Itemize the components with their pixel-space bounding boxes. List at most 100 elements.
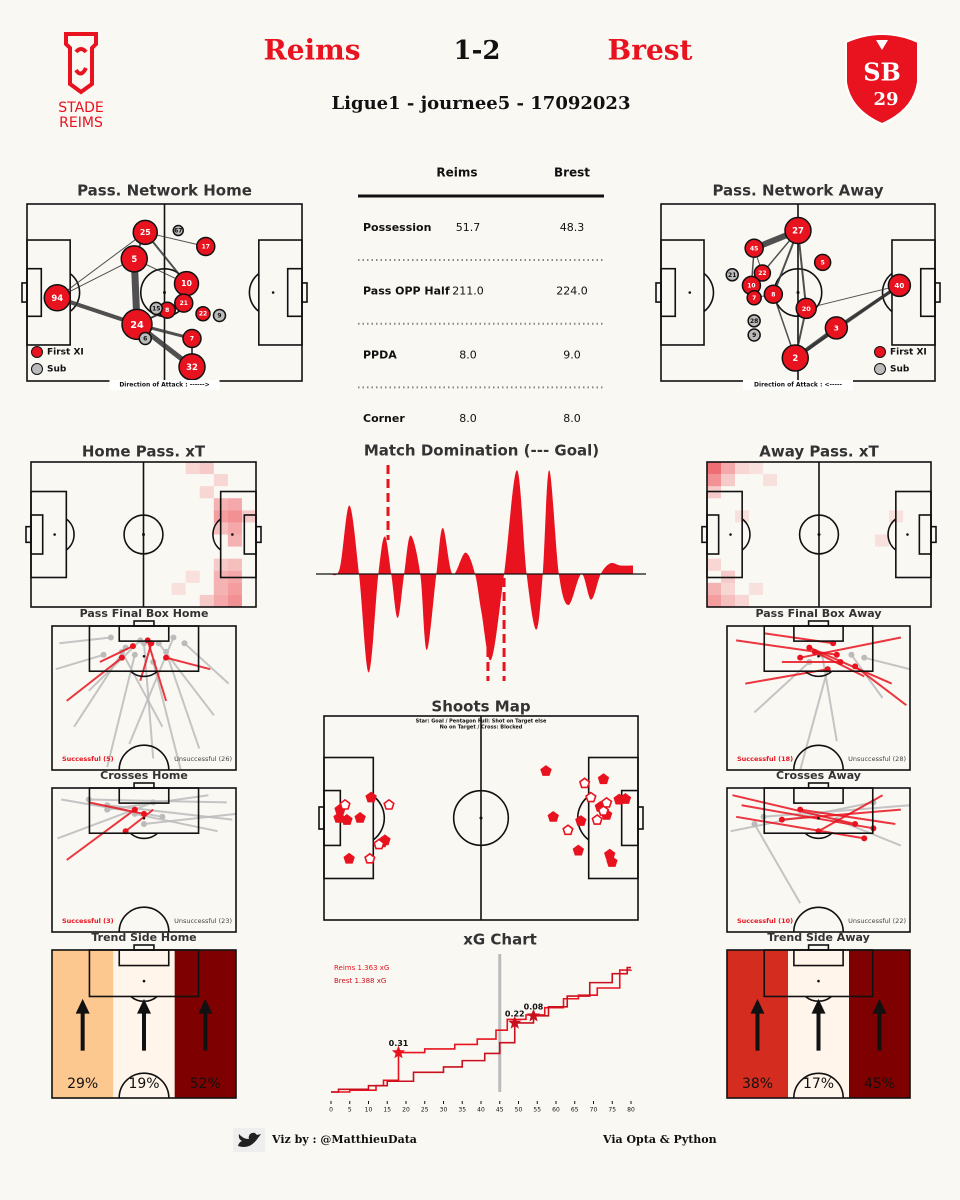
shot-off-target: [373, 838, 385, 850]
xt-cell: [199, 486, 214, 499]
table-header: Brest: [554, 166, 590, 180]
xt-cell: [735, 462, 749, 475]
xt-cell: [875, 534, 889, 547]
panel-title: Pass Final Box Home: [80, 607, 209, 620]
xt-cell: [199, 594, 214, 607]
goal: [637, 806, 644, 830]
arrow-head: [137, 998, 151, 1014]
goal: [807, 782, 830, 789]
unsuccessful-pass: [864, 656, 911, 671]
xt-cell: [763, 474, 777, 487]
goal-xg-label: 0.31: [389, 1039, 409, 1048]
shot-on-target: [606, 856, 618, 867]
player-node: [120, 245, 148, 273]
legend-swatch: [31, 363, 43, 375]
player-number: 10: [747, 282, 755, 289]
xt-cell: [721, 594, 735, 607]
score: 1-2: [454, 36, 501, 66]
away-crest: [845, 33, 919, 126]
legend-label: Reims 1.363 xG: [334, 964, 389, 972]
penalty-arc: [65, 518, 75, 551]
success-label: Successful (18): [737, 755, 793, 763]
home-logo-text: STADE: [58, 100, 104, 116]
panel-title: Match Domination (--- Goal): [364, 442, 599, 460]
player-number: 32: [186, 362, 198, 372]
penalty-arc: [248, 272, 260, 313]
pass-end: [129, 643, 136, 650]
player-node: [174, 293, 194, 313]
legend-swatch: [874, 363, 886, 375]
center-circle: [118, 906, 170, 933]
shot-off-target: [383, 798, 395, 810]
x-tick-label: 5: [348, 1107, 352, 1114]
pass-edge: [57, 258, 135, 299]
legend-label: First XI: [890, 348, 927, 358]
legend-swatch: [874, 346, 886, 358]
pass-end: [806, 644, 813, 651]
panel-title: Crosses Home: [100, 769, 188, 782]
unsuccessful-pass: [59, 636, 111, 645]
stat-value: 8.0: [459, 412, 477, 425]
home-team: Reims: [263, 34, 360, 67]
center-spot: [796, 291, 800, 294]
penalty-spot: [817, 654, 820, 658]
xt-cell: [707, 594, 721, 607]
penalty-spot: [231, 533, 234, 536]
center-circle: [792, 1072, 845, 1099]
stat-value: 51.7: [456, 221, 481, 234]
player-node: [795, 297, 817, 320]
panel-title: Pass Final Box Away: [755, 607, 881, 620]
player-number: 6: [143, 336, 147, 343]
player-number: 94: [51, 293, 63, 303]
x-tick-label: 10: [365, 1107, 373, 1114]
legend-swatch: [31, 346, 43, 358]
xt-cell: [227, 558, 242, 571]
stat-value: 211.0: [452, 285, 484, 298]
player-number: 40: [894, 281, 904, 290]
shot-on-target: [365, 791, 377, 803]
player-node: [138, 331, 152, 346]
pass-lines: [730, 794, 911, 904]
goal: [25, 525, 32, 544]
panel-title: Shoots Map: [431, 698, 530, 716]
pass-end: [181, 640, 188, 647]
unsuccessful-pass: [152, 661, 182, 771]
pass-end: [141, 810, 147, 817]
goal: [807, 620, 830, 627]
home-logo-text: REIMS: [59, 115, 103, 131]
direction-bg: [109, 380, 220, 390]
player-number: 25: [140, 228, 151, 237]
player-number: 5: [821, 259, 825, 266]
legend-label: Sub: [890, 365, 910, 375]
panel-title: Away Pass. xT: [759, 443, 879, 461]
player-number: 17: [202, 243, 210, 250]
credit: Viz by : @MatthieuData: [271, 1133, 417, 1146]
unsuccessful-pass: [55, 653, 104, 671]
xt-cell: [213, 594, 228, 607]
penalty-arc: [129, 670, 159, 678]
x-tick-label: 35: [458, 1107, 466, 1114]
x-tick-label: 45: [496, 1107, 504, 1114]
successful-pass: [124, 808, 154, 832]
x-tick-label: 20: [402, 1107, 410, 1114]
player-node: [172, 224, 184, 237]
player-number: 45: [750, 245, 758, 252]
pass-edge: [806, 284, 900, 309]
goal: [133, 620, 155, 627]
player-node: [744, 238, 764, 258]
player-number: 15: [152, 305, 160, 312]
stat-label: Pass OPP Half: [363, 285, 450, 298]
unsuccessful-pass: [88, 798, 227, 804]
player-number: 67: [174, 228, 182, 235]
legend-label: First XI: [47, 348, 84, 358]
player-node: [196, 236, 216, 257]
pass-end: [118, 654, 125, 661]
x-tick-label: 65: [571, 1107, 579, 1114]
goal-xg-label: 0.08: [524, 1002, 544, 1011]
twitter-icon: [238, 1132, 261, 1147]
player-node: [763, 284, 784, 305]
fail-label: Unsuccessful (22): [848, 917, 906, 925]
pass-end: [159, 813, 166, 820]
arrow-head: [198, 998, 213, 1014]
stat-value: 224.0: [556, 285, 588, 298]
